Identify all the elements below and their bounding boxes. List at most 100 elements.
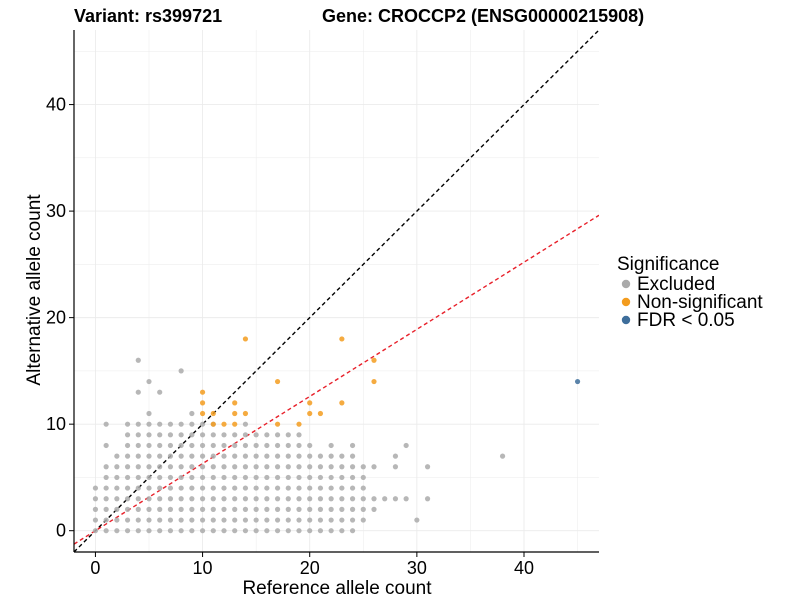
reference-line-2 [74,214,599,545]
point-excluded [178,517,184,523]
point-excluded [135,421,141,427]
point-excluded [242,506,249,512]
point-excluded [307,464,313,470]
point-excluded [285,464,291,470]
point-excluded [274,442,281,449]
point-excluded [146,421,152,427]
point-excluded [307,442,313,449]
x-tick-label: 0 [90,558,100,578]
point-excluded [339,474,345,481]
point-excluded [124,474,131,481]
variant-title: Variant: rs399721 [74,6,222,26]
point-excluded [296,453,302,459]
point-excluded [114,485,120,491]
point-excluded [296,474,302,481]
point-excluded [92,496,99,502]
point-excluded [146,464,152,470]
point-excluded [242,528,249,534]
point-excluded [392,496,399,502]
point-excluded [274,496,281,502]
point-excluded [92,485,99,491]
point-excluded [178,506,184,512]
point-non-significant [232,400,238,406]
point-excluded [307,517,313,523]
point-excluded [242,474,249,481]
point-excluded [317,485,324,491]
point-non-significant [307,410,313,417]
point-excluded [285,485,291,491]
point-excluded [157,464,163,470]
point-excluded [146,442,152,449]
point-excluded [124,506,131,512]
point-excluded [103,421,109,427]
reference-line-1 [74,30,599,552]
point-non-significant [307,400,313,406]
legend: Significance ExcludedNon-significantFDR … [617,254,763,331]
point-excluded [135,506,141,512]
point-excluded [178,496,184,502]
point-excluded [339,464,345,470]
point-excluded [114,528,120,534]
point-non-significant [221,421,227,427]
point-excluded [232,485,238,491]
point-excluded [178,474,184,481]
point-excluded [242,517,249,523]
point-excluded [210,474,216,481]
point-excluded [253,517,259,523]
point-excluded [285,528,291,534]
point-excluded [274,517,281,523]
point-excluded [296,528,302,534]
point-excluded [242,432,249,438]
point-excluded [189,506,195,512]
point-non-significant [199,389,206,395]
point-excluded [253,453,259,459]
point-excluded [403,442,409,449]
point-excluded [199,442,206,449]
point-excluded [189,485,195,491]
point-excluded [349,485,356,491]
point-excluded [253,496,259,502]
point-excluded [253,464,259,470]
point-excluded [167,442,174,449]
point-excluded [274,453,281,459]
point-excluded [199,496,206,502]
y-tick-label: 30 [46,201,66,221]
y-tick-label: 40 [46,95,66,115]
point-excluded [135,389,141,395]
point-excluded [135,496,141,502]
point-excluded [339,453,345,459]
point-excluded [221,442,227,449]
point-excluded [135,442,141,449]
point-excluded [232,464,238,470]
point-excluded [124,464,131,470]
point-excluded [382,496,388,502]
point-non-significant [274,378,281,385]
point-excluded [317,464,324,470]
point-excluded [199,453,206,459]
point-excluded [285,506,291,512]
point-excluded [253,485,259,491]
point-excluded [210,517,216,523]
point-excluded [210,453,216,459]
point-excluded [146,378,152,385]
point-excluded [274,432,281,438]
point-excluded [296,464,302,470]
point-excluded [189,432,195,438]
point-excluded [253,506,259,512]
point-excluded [157,506,163,512]
point-excluded [189,496,195,502]
x-tick-label: 30 [407,558,427,578]
legend-swatch [621,297,631,307]
point-excluded [264,517,270,523]
point-excluded [232,453,238,459]
point-excluded [221,496,227,502]
point-excluded [146,528,152,534]
axes: 0 10 20 30 40 0 10 20 30 40 [46,30,599,578]
point-excluded [221,517,227,523]
point-excluded [264,453,270,459]
point-excluded [124,442,131,449]
point-excluded [403,496,409,502]
point-excluded [307,506,313,512]
point-excluded [296,517,302,523]
point-excluded [124,517,131,523]
